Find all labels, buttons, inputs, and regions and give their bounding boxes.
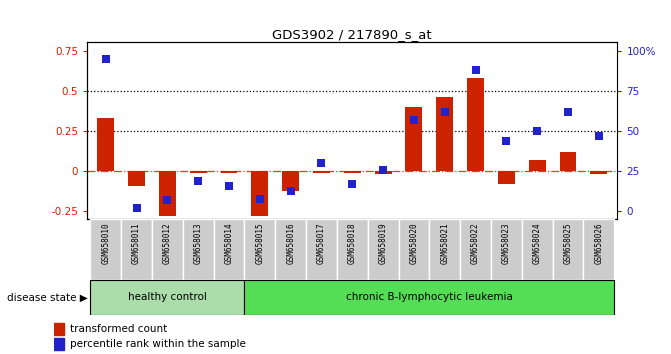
- Bar: [252, 171, 268, 216]
- Text: GSM658021: GSM658021: [440, 222, 449, 264]
- Point: [193, 178, 203, 184]
- FancyBboxPatch shape: [522, 219, 553, 280]
- Bar: [374, 171, 392, 175]
- Text: GSM658011: GSM658011: [132, 222, 141, 264]
- Point: [409, 117, 419, 122]
- Bar: [560, 152, 576, 171]
- FancyBboxPatch shape: [244, 219, 275, 280]
- Text: GSM658019: GSM658019: [378, 222, 388, 264]
- Text: GSM658013: GSM658013: [194, 222, 203, 264]
- Text: GSM658025: GSM658025: [564, 222, 572, 264]
- FancyBboxPatch shape: [121, 219, 152, 280]
- Text: GSM658017: GSM658017: [317, 222, 326, 264]
- FancyBboxPatch shape: [152, 219, 183, 280]
- FancyBboxPatch shape: [275, 219, 306, 280]
- Text: GSM658026: GSM658026: [595, 222, 603, 264]
- Bar: [529, 160, 546, 171]
- Point: [101, 56, 111, 61]
- Text: GSM658018: GSM658018: [348, 222, 357, 264]
- Text: GSM658022: GSM658022: [471, 222, 480, 264]
- Bar: [221, 171, 238, 173]
- FancyBboxPatch shape: [460, 219, 491, 280]
- Bar: [405, 107, 422, 171]
- Point: [316, 160, 327, 166]
- Text: healthy control: healthy control: [128, 292, 207, 302]
- Text: GSM658012: GSM658012: [163, 222, 172, 264]
- FancyBboxPatch shape: [553, 219, 583, 280]
- Title: GDS3902 / 217890_s_at: GDS3902 / 217890_s_at: [272, 28, 432, 41]
- Point: [254, 196, 265, 201]
- Text: chronic B-lymphocytic leukemia: chronic B-lymphocytic leukemia: [346, 292, 513, 302]
- Point: [347, 181, 358, 187]
- Text: transformed count: transformed count: [70, 324, 167, 334]
- Point: [501, 138, 512, 143]
- Point: [470, 67, 481, 73]
- Bar: [190, 171, 207, 173]
- Bar: [498, 171, 515, 184]
- Text: GSM658023: GSM658023: [502, 222, 511, 264]
- Point: [440, 109, 450, 114]
- Text: percentile rank within the sample: percentile rank within the sample: [70, 339, 246, 349]
- FancyBboxPatch shape: [306, 219, 337, 280]
- FancyBboxPatch shape: [429, 219, 460, 280]
- Text: GSM658016: GSM658016: [286, 222, 295, 264]
- FancyBboxPatch shape: [213, 219, 244, 280]
- Bar: [344, 171, 361, 173]
- Bar: [313, 171, 330, 173]
- Text: GSM658014: GSM658014: [225, 222, 234, 264]
- Point: [593, 133, 604, 139]
- Bar: [436, 97, 453, 171]
- Point: [532, 128, 543, 134]
- Bar: [128, 171, 145, 186]
- Text: GSM658024: GSM658024: [533, 222, 541, 264]
- Bar: [590, 171, 607, 175]
- FancyBboxPatch shape: [368, 219, 399, 280]
- Bar: [97, 118, 114, 171]
- Text: disease state ▶: disease state ▶: [7, 292, 87, 302]
- Point: [563, 109, 574, 114]
- FancyBboxPatch shape: [337, 219, 368, 280]
- FancyBboxPatch shape: [583, 219, 614, 280]
- Text: GSM658015: GSM658015: [256, 222, 264, 264]
- Bar: [282, 171, 299, 190]
- Point: [285, 188, 296, 193]
- Point: [162, 197, 172, 203]
- Point: [131, 205, 142, 211]
- Text: GSM658010: GSM658010: [101, 222, 110, 264]
- FancyBboxPatch shape: [91, 280, 244, 315]
- Point: [378, 167, 389, 172]
- Bar: [467, 78, 484, 171]
- FancyBboxPatch shape: [183, 219, 213, 280]
- FancyBboxPatch shape: [491, 219, 522, 280]
- Bar: [159, 171, 176, 216]
- Text: GSM658020: GSM658020: [409, 222, 419, 264]
- FancyBboxPatch shape: [244, 280, 614, 315]
- FancyBboxPatch shape: [91, 219, 121, 280]
- Point: [223, 183, 234, 189]
- FancyBboxPatch shape: [399, 219, 429, 280]
